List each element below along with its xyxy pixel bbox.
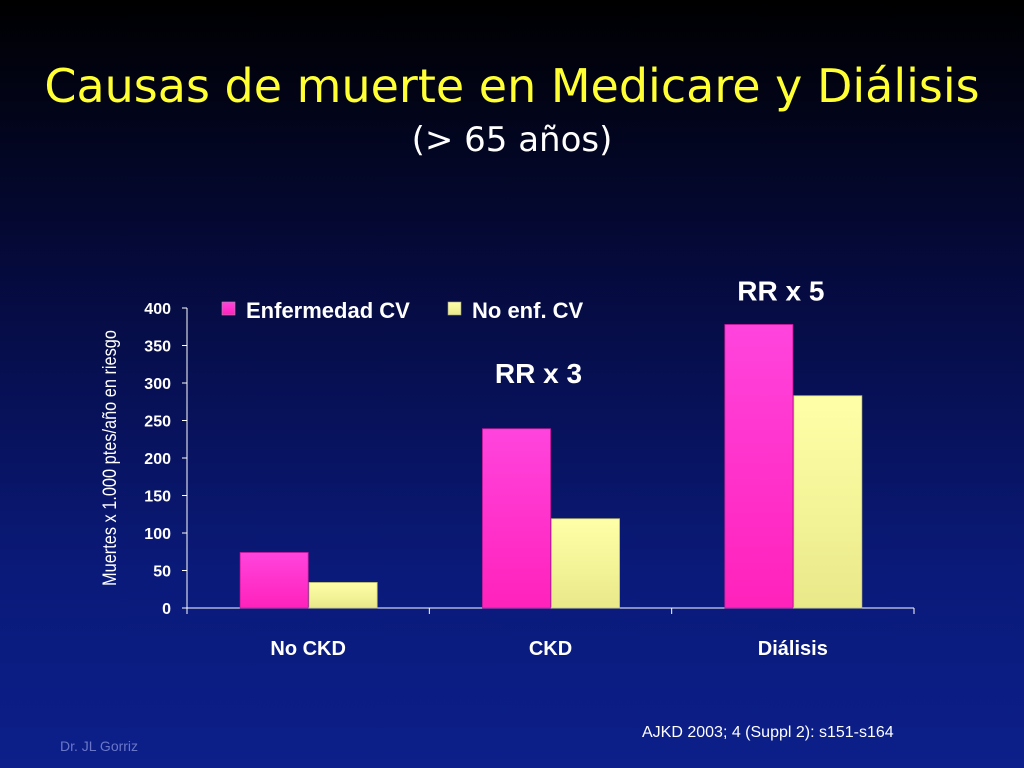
bar-enfermedad-cv [239,552,309,609]
bar-enfermedad-cv [724,324,794,609]
y-tick-label: 0 [162,601,171,618]
y-tick-label: 150 [144,489,171,506]
x-category-label: CKD [529,638,572,660]
y-tick-label: 50 [153,564,171,581]
author-credit: Dr. JL Gorriz [60,738,139,754]
slide-subtitle: (> 65 años) [411,120,613,160]
legend-label: No enf. CV [472,298,584,323]
slide-title: Causas de muerte en Medicare y Diálisis [44,59,980,113]
reference-citation: AJKD 2003; 4 (Suppl 2): s151-s164 [642,724,894,741]
bar-no-enf-cv [793,395,863,609]
bar-enfermedad-cv [482,428,551,609]
legend-label: Enfermedad CV [246,298,410,323]
y-tick-label: 250 [144,414,171,431]
legend-swatch [447,301,462,316]
y-tick-label: 100 [144,526,171,543]
x-category-label: No CKD [270,638,346,660]
y-axis-title: Muertes x 1.000 ptes/año en riesgo [99,330,120,586]
legend-swatch [221,301,236,316]
y-tick-label: 350 [144,339,171,356]
y-tick-label: 400 [144,301,171,318]
y-tick-label: 200 [144,451,171,468]
y-tick-label: 300 [144,376,171,393]
x-category-label: Diálisis [758,638,828,660]
rr-annotation: RR x 5 [737,276,824,307]
rr-annotation: RR x 3 [495,358,582,389]
bar-no-enf-cv [308,582,378,609]
bar-no-enf-cv [551,518,620,609]
